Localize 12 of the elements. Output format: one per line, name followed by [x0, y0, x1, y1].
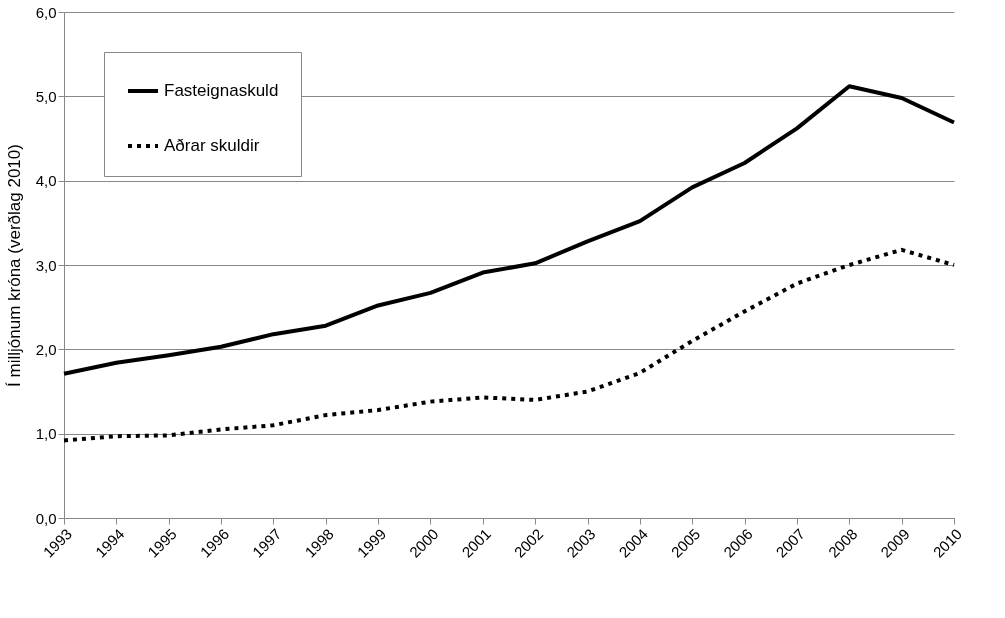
y-tick-label: 0,0 [35, 509, 57, 527]
line-series [62, 247, 956, 443]
y-tick-label: 1,0 [35, 425, 57, 443]
y-tick-label: 3,0 [35, 256, 57, 274]
y-tick-label: 2,0 [35, 340, 57, 358]
y-tick-label: 5,0 [35, 87, 57, 105]
legend-label: Aðrar skuldir [164, 136, 260, 155]
y-tick-label: 6,0 [35, 3, 57, 21]
y-tick-label: 4,0 [35, 172, 57, 190]
line-series [62, 84, 956, 376]
y-axis-title: Í milljónum króna (verðlag 2010) [4, 144, 24, 387]
legend-label: Fasteignaskuld [164, 81, 279, 100]
